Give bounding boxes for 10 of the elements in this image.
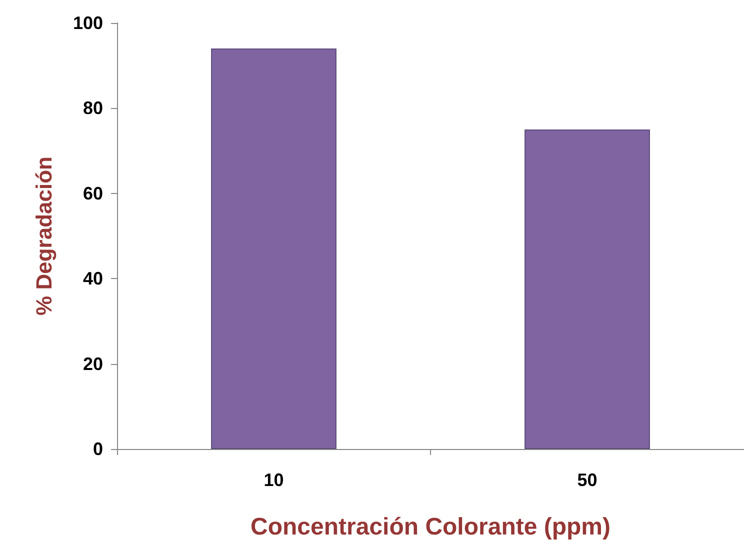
y-axis-title: % Degradación bbox=[32, 156, 56, 316]
y-tick-label: 60 bbox=[82, 183, 103, 204]
x-axis-title: Concentración Colorante (ppm) bbox=[250, 514, 611, 540]
y-tick-label: 20 bbox=[82, 354, 103, 374]
y-tick-label: 40 bbox=[82, 268, 103, 289]
y-tick-label: 100 bbox=[72, 13, 103, 33]
y-tick-label: 0 bbox=[92, 439, 103, 459]
x-tick-label: 10 bbox=[264, 470, 284, 490]
y-tick-label: 80 bbox=[82, 98, 103, 118]
x-tick-label: 50 bbox=[577, 470, 598, 490]
